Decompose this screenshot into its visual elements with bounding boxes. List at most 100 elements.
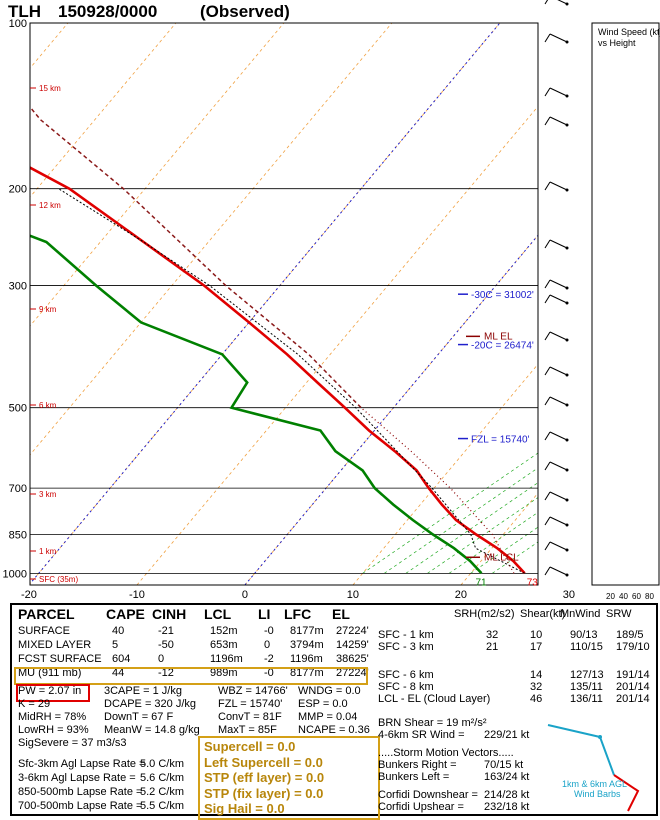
dry-adiabat-reference bbox=[30, 105, 362, 409]
wind-barb-point bbox=[565, 438, 569, 442]
thermo-value: WNDG = 0.0 bbox=[298, 685, 361, 697]
series-temperature bbox=[30, 166, 526, 575]
height-label: 9 km bbox=[39, 305, 57, 314]
height-label: 3 km bbox=[39, 490, 57, 499]
wind-barb-staff bbox=[549, 431, 568, 441]
kinematics-srw: 179/10 bbox=[616, 641, 650, 653]
parcel-header-cell: EL bbox=[332, 606, 350, 622]
wind-barb-flag bbox=[544, 331, 551, 341]
height-label: 12 km bbox=[39, 201, 61, 210]
isotherm-guide bbox=[30, 23, 393, 456]
wind-barb-point bbox=[565, 246, 569, 250]
parcel-cell: -0 bbox=[264, 625, 274, 637]
kinematics-layer: SFC - 8 km bbox=[378, 681, 434, 693]
wind-barb-staff bbox=[549, 294, 568, 304]
wind-barb-point bbox=[565, 188, 569, 192]
thermo-value: 3CAPE = 1 J/kg bbox=[104, 685, 182, 697]
pressure-label: 700 bbox=[9, 483, 27, 495]
parcel-cell: 8177m bbox=[290, 667, 324, 679]
wind-barb-flag bbox=[544, 566, 551, 576]
storm-motion-label: Bunkers Left = bbox=[378, 771, 450, 783]
wind-speed-frame bbox=[591, 22, 660, 586]
wind-barb-point bbox=[565, 286, 569, 290]
annotation-ml: ML LCL bbox=[484, 552, 519, 563]
hodo-point bbox=[598, 735, 602, 739]
storm-motion-label: Corfidi Downshear = bbox=[378, 789, 478, 801]
thermo-value: MMP = 0.04 bbox=[298, 711, 358, 723]
axis-labels: 1002003005007008501000-30-20-10010203040… bbox=[3, 18, 655, 600]
kinematics-srh: 21 bbox=[486, 641, 499, 653]
hodograph: 1km & 6km AGL Wind Barbs bbox=[547, 724, 640, 812]
wind-barb-staff bbox=[549, 331, 568, 341]
sr-wind-value: 229/21 kt bbox=[484, 729, 530, 741]
parcel-cell: 0 bbox=[264, 639, 271, 651]
thermo-value: FZL = 15740' bbox=[218, 698, 283, 710]
lapse-label: 3-6km Agl Lapse Rate = bbox=[18, 772, 136, 784]
lapse-label: Sfc-3km Agl Lapse Rate = bbox=[18, 758, 146, 770]
wind-barb-flag bbox=[544, 541, 551, 551]
wind-barb-staff bbox=[549, 516, 568, 526]
header-status: (Observed) bbox=[200, 2, 290, 21]
temperature-tick: 0 bbox=[242, 589, 248, 600]
wind-barb-flag bbox=[544, 116, 551, 126]
parcel-header-cell: PARCEL bbox=[18, 606, 75, 622]
isotherm-zero bbox=[244, 234, 538, 585]
pressure-label: 100 bbox=[9, 18, 27, 30]
parcel-cell: 152m bbox=[210, 625, 238, 637]
parcel-header-cell: LI bbox=[258, 606, 271, 622]
lapse-value: 5.5 C/km bbox=[140, 800, 185, 812]
wind-barb-point bbox=[565, 94, 569, 98]
kinematics-meanwind: 110/15 bbox=[570, 641, 603, 653]
kinematics-shear: 17 bbox=[530, 641, 543, 653]
surface-temperature-label: 73 bbox=[527, 577, 539, 588]
profile-series bbox=[30, 105, 526, 575]
thermo-value: WBZ = 14766' bbox=[218, 685, 288, 697]
hodo-label-2: Wind Barbs bbox=[574, 789, 621, 799]
kinematics-meanwind: 136/11 bbox=[570, 693, 603, 705]
wind-barb-flag bbox=[544, 239, 551, 249]
kinematics-meanwind: 90/13 bbox=[570, 629, 598, 641]
wind-barb-point bbox=[565, 403, 569, 407]
isotherm-guide bbox=[30, 23, 285, 327]
mu-row-highlight bbox=[14, 667, 368, 685]
lapse-value: 5.0 C/km bbox=[140, 758, 185, 770]
hodo-trace-cyan bbox=[547, 724, 615, 776]
parcel-cell: 1196m bbox=[210, 653, 243, 665]
parcel-cell: -0 bbox=[264, 667, 274, 679]
lapse-value: 5.6 C/km bbox=[140, 772, 185, 784]
wind-profile-title-2: vs Height bbox=[598, 38, 636, 48]
temperature-tick: 10 bbox=[347, 589, 359, 600]
parcel-header-cell: CINH bbox=[152, 606, 187, 622]
wind-barb-staff bbox=[549, 33, 568, 43]
composite-index: STP (eff layer) = 0.0 bbox=[204, 770, 325, 785]
wind-barb-flag bbox=[544, 279, 551, 289]
lapse-value: 5.2 C/km bbox=[140, 786, 185, 798]
series-dewpoint bbox=[30, 234, 483, 575]
storm-motion-label: Corfidi Upshear = bbox=[378, 801, 464, 813]
wind-speed-axis-tick: 40 bbox=[619, 592, 628, 600]
plot-frame bbox=[29, 22, 539, 586]
parcel-cell: -12 bbox=[158, 667, 174, 679]
pressure-label: 200 bbox=[9, 184, 27, 196]
height-label: 1 km bbox=[39, 547, 57, 556]
wind-barb-staff bbox=[549, 239, 568, 249]
pressure-label: 500 bbox=[9, 403, 27, 415]
wind-barb-flag bbox=[544, 491, 551, 501]
temperature-tick: -10 bbox=[129, 589, 145, 600]
wind-barb-flag bbox=[544, 87, 551, 97]
parcel-cell: 38625' bbox=[336, 653, 369, 665]
annotation-label: -30C = 31002' bbox=[471, 290, 534, 301]
pressure-label: 300 bbox=[9, 281, 27, 293]
parcel-cell: -50 bbox=[158, 639, 174, 651]
composite-index: Supercell = 0.0 bbox=[204, 739, 296, 754]
parcel-header-cell: LCL bbox=[204, 606, 232, 622]
wind-barb-staff bbox=[549, 116, 568, 126]
kinematics-shear: 46 bbox=[530, 693, 543, 705]
thermo-value: MeanW = 14.8 g/kg bbox=[104, 724, 200, 736]
wind-barb-point bbox=[565, 338, 569, 342]
wind-barb-point bbox=[565, 2, 569, 6]
annotation-ml: ML EL bbox=[484, 331, 513, 342]
wind-barb-point bbox=[565, 123, 569, 127]
kinematics-layer: SFC - 3 km bbox=[378, 641, 434, 653]
kinematics-layer: SFC - 1 km bbox=[378, 629, 434, 641]
